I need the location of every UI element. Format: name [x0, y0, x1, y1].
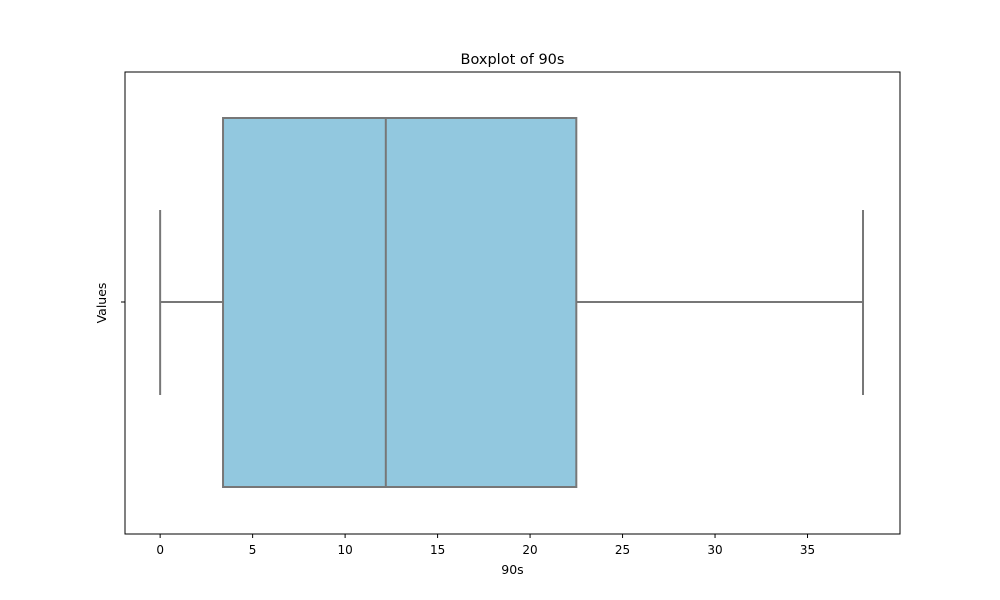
x-axis: 0 5 10 15 20 25 30 35	[156, 534, 815, 557]
x-tick-label: 10	[337, 543, 352, 557]
x-tick-label: 15	[430, 543, 445, 557]
x-tick-label: 35	[800, 543, 815, 557]
plot-area-frame	[124, 71, 901, 535]
x-tick-label: 5	[249, 543, 257, 557]
chart-title: Boxplot of 90s	[461, 52, 565, 68]
y-axis-label: Values	[94, 283, 109, 324]
x-tick-label: 25	[615, 543, 630, 557]
x-tick-label: 0	[156, 543, 164, 557]
x-axis-label: 90s	[501, 562, 523, 577]
chart-marks	[159, 117, 865, 488]
iqr-box	[222, 117, 578, 488]
x-tick-label: 30	[707, 543, 722, 557]
x-tick-label: 20	[522, 543, 537, 557]
